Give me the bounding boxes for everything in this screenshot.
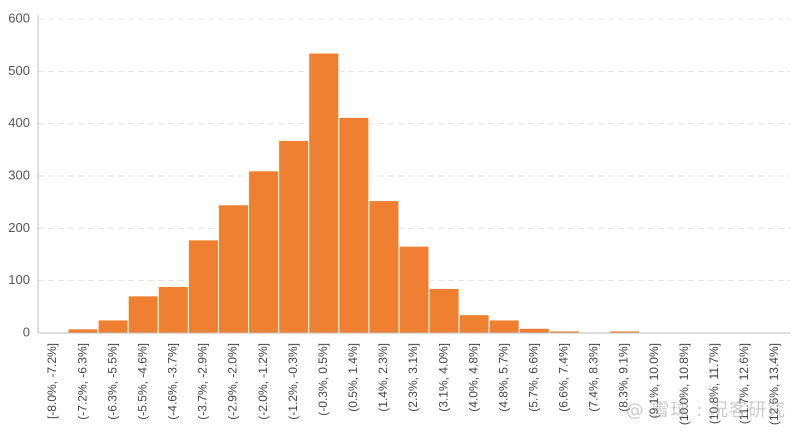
x-tick-label: (-5.5%, -4.6%] <box>135 343 149 420</box>
y-tick-label: 400 <box>8 115 30 130</box>
bar <box>248 170 280 334</box>
bar <box>217 204 250 334</box>
bar <box>518 327 550 334</box>
x-tick-label: (-4.6%, -3.7%] <box>166 343 180 420</box>
bar <box>368 200 400 334</box>
x-tick-label: (11.7%, 12.6%] <box>737 343 751 424</box>
y-tick-label: 600 <box>8 10 30 25</box>
bar <box>488 319 520 334</box>
bar <box>398 245 430 334</box>
x-tick-label: (-6.3%, -5.5%] <box>105 343 119 420</box>
x-tick-label: (6.6%, 7.4%] <box>557 343 571 412</box>
x-tick-label: (10.0%, 10.8%] <box>677 343 691 425</box>
bar <box>67 328 99 334</box>
bar <box>278 139 310 334</box>
y-tick-label: 500 <box>8 63 30 78</box>
x-tick-label: (2.3%, 3.1%] <box>406 343 420 412</box>
x-tick-label: (-1.2%, -0.3%] <box>286 343 300 420</box>
x-tick-label: (7.4%, 8.3%] <box>587 343 601 412</box>
watermark: @ 雪球 : 况客研究 <box>625 400 786 421</box>
x-tick-label: [-8.0%, -7.2%] <box>45 343 59 419</box>
bar <box>157 285 189 334</box>
x-tick-label: (-2.0%, -1.2%] <box>256 343 270 420</box>
bar <box>127 295 159 334</box>
x-tick-label: (-2.9%, -2.0%] <box>226 343 240 420</box>
x-tick-label: (-3.7%, -2.9%] <box>196 343 210 420</box>
x-tick-label: (-7.2%, -6.3%] <box>75 343 89 420</box>
axes <box>37 15 790 334</box>
x-tick-label: (8.3%, 9.1%] <box>617 343 631 412</box>
bars <box>37 52 671 334</box>
bar <box>428 288 460 334</box>
x-tick-label: (4.8%, 5.7%] <box>496 343 510 412</box>
x-tick-label: (1.4%, 2.3%] <box>376 343 390 412</box>
x-tick-labels: [-8.0%, -7.2%] (-7.2%, -6.3%] (-6.3%, -5.5… <box>45 343 781 425</box>
bar <box>308 52 340 334</box>
bar <box>338 116 370 334</box>
bar <box>187 239 219 334</box>
y-tick-labels: 0 100 200 300 400 500 600 <box>8 10 30 339</box>
x-tick-label: (9.1%, 10.0%] <box>647 343 661 418</box>
y-tick-label: 200 <box>8 220 30 235</box>
x-tick-label: (12.6%, 13.4%] <box>767 343 781 425</box>
x-tick-label: (3.1%, 4.0%] <box>436 343 450 412</box>
y-tick-label: 100 <box>8 272 30 287</box>
bar <box>458 314 490 334</box>
x-tick-label: (4.0%, 4.8%] <box>466 343 480 412</box>
x-tick-label: (5.7%, 6.6%] <box>526 343 540 412</box>
gridlines <box>38 18 790 282</box>
bar <box>97 319 129 334</box>
y-tick-label: 300 <box>8 167 30 182</box>
x-tick-label: (-0.3%, 0.5%] <box>316 343 330 416</box>
x-tick-label: (10.8%, 11.7%] <box>707 343 721 424</box>
y-tick-label: 0 <box>23 324 30 339</box>
x-tick-label: (0.5%, 1.4%] <box>346 343 360 412</box>
